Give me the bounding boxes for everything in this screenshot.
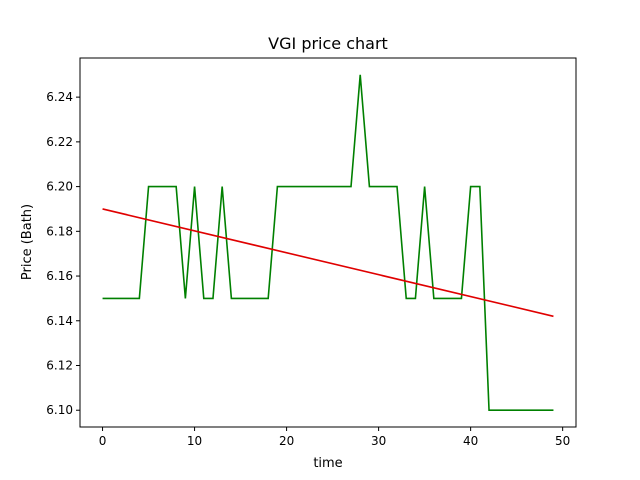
y-tick-label: 6.18 <box>46 224 73 238</box>
y-axis-label: Price (Bath) <box>20 204 35 280</box>
chart-title: VGI price chart <box>268 34 388 53</box>
y-tick-label: 6.12 <box>46 359 73 373</box>
y-tick-label: 6.14 <box>46 314 73 328</box>
x-axis-label: time <box>313 456 342 471</box>
x-tick-label: 0 <box>99 434 107 448</box>
x-tick-label: 40 <box>463 434 478 448</box>
x-tick-label: 10 <box>187 434 202 448</box>
y-tick-label: 6.20 <box>46 180 73 194</box>
y-tick-label: 6.10 <box>46 403 73 417</box>
plot-frame <box>79 57 577 428</box>
series-line-0 <box>102 74 554 412</box>
x-tick-label: 50 <box>555 434 570 448</box>
y-tick-label: 6.22 <box>46 135 73 149</box>
y-tick-label: 6.24 <box>46 90 73 104</box>
y-axis: 6.10 6.12 6.14 6.16 6.18 6.20 6.22 6.24 <box>46 90 80 417</box>
x-tick-label: 20 <box>279 434 294 448</box>
y-tick-label: 6.16 <box>46 269 73 283</box>
series-line-1 <box>102 208 554 318</box>
x-tick-label: 30 <box>371 434 386 448</box>
x-axis: 0 10 20 30 40 50 <box>99 427 570 448</box>
series-layer <box>102 74 554 412</box>
